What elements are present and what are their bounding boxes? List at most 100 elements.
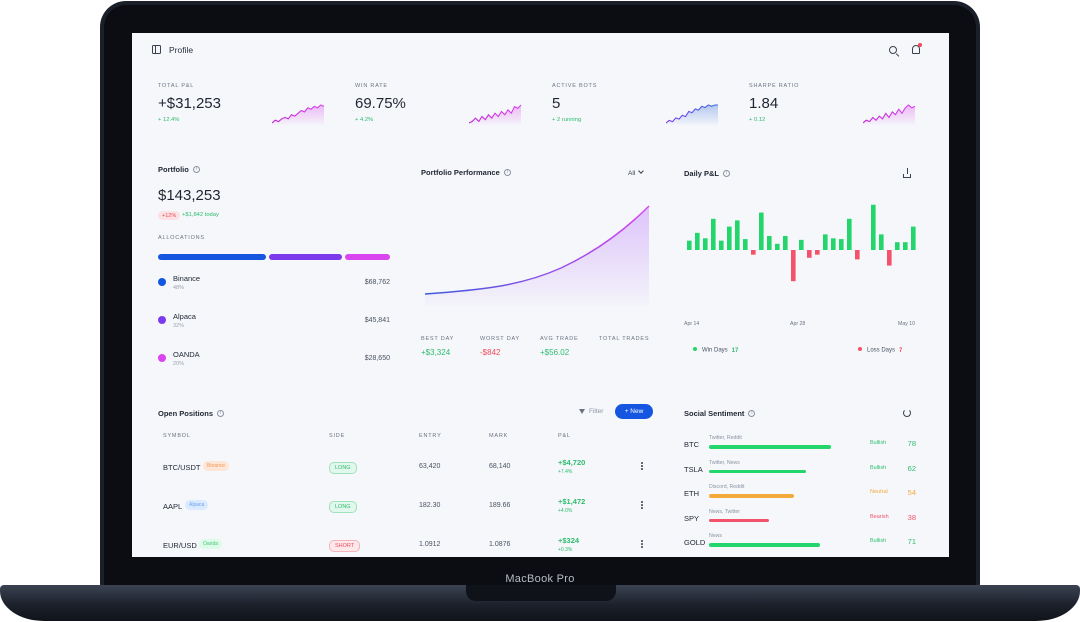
pnl-bar[interactable] <box>815 250 820 255</box>
pnl-bar[interactable] <box>727 226 732 250</box>
portfolio-value: $143,253 <box>158 187 221 204</box>
pnl-bar[interactable] <box>783 235 788 250</box>
venue-item[interactable]: Binance 48% $68,762 <box>158 274 390 296</box>
sentiment-item[interactable]: ETH Discord, Reddit Neutral 54 <box>684 484 916 509</box>
venue-name: OANDA <box>173 350 200 359</box>
sentiment-score: 54 <box>907 488 916 497</box>
kpi-sparkline <box>666 104 718 125</box>
info-icon[interactable] <box>503 169 511 176</box>
sentiment-ticker: BTC <box>684 440 699 449</box>
refresh-icon[interactable] <box>903 409 911 417</box>
side-badge: LONG <box>329 501 357 513</box>
download-icon[interactable] <box>903 168 911 178</box>
pnl-bar[interactable] <box>775 243 780 250</box>
pnl-bar[interactable] <box>703 238 708 250</box>
range-select[interactable]: All <box>628 168 645 177</box>
page-title: Profile <box>169 45 194 55</box>
kpi-label: ACTIVE BOTS <box>552 83 598 89</box>
win-dot <box>693 347 697 351</box>
more-options-icon[interactable] <box>641 540 643 549</box>
device-label: MacBook Pro <box>505 573 575 585</box>
allocations-label: ALLOCATIONS <box>158 235 205 241</box>
kpi-delta: + 4.2% <box>355 117 374 123</box>
info-icon[interactable] <box>723 170 731 177</box>
venue-chip: Oanda <box>199 539 223 549</box>
more-options-icon[interactable] <box>641 501 643 510</box>
pnl-bar[interactable] <box>911 226 916 250</box>
sentiment-label: Bearish <box>870 513 889 520</box>
venue-chip: Alpaca <box>185 500 209 510</box>
laptop-notch <box>466 585 616 601</box>
pnl-bar[interactable] <box>871 204 876 250</box>
venue-item[interactable]: OANDA 20% $28,650 <box>158 350 390 372</box>
search-icon[interactable] <box>889 46 897 54</box>
mark-price: 68,140 <box>489 463 511 470</box>
pnl-bar[interactable] <box>735 220 740 250</box>
pnl-bar[interactable] <box>855 250 860 260</box>
position-pnl: +$4,720 <box>558 458 586 467</box>
bell-icon[interactable] <box>912 45 920 54</box>
sparkline-area <box>469 105 521 125</box>
pnl-bar[interactable] <box>743 239 748 250</box>
sidebar-toggle-icon[interactable] <box>152 45 161 54</box>
kpi-delta: + 0.12 <box>749 117 766 123</box>
kpi-value: 69.75% <box>355 95 406 112</box>
legend-win: Win Days 17 <box>693 347 738 354</box>
pnl-bar[interactable] <box>719 240 724 250</box>
position-pnl: +$324 <box>558 536 580 545</box>
venue-item[interactable]: Alpaca 32% $45,841 <box>158 312 390 334</box>
pnl-bar[interactable] <box>791 250 796 282</box>
position-pnl-percent: +7.4% <box>558 469 573 475</box>
entry-price: 182.30 <box>419 502 441 509</box>
sentiment-item[interactable]: BTC Twitter, Reddit Bullish 78 <box>684 435 916 460</box>
sentiment-sources: News <box>709 533 722 539</box>
performance-stat: TOTAL TRADES <box>599 336 649 348</box>
pnl-bar[interactable] <box>839 239 844 250</box>
table-row[interactable]: BTC/USDT Binance LONG 63,420 68,140 +$4,720 +7… <box>152 454 657 488</box>
venue-percent: 48% <box>173 285 185 291</box>
pnl-bar[interactable] <box>751 250 756 255</box>
venue-amount: $45,841 <box>364 317 390 324</box>
info-icon[interactable] <box>748 410 756 417</box>
table-row[interactable]: AAPL Alpaca LONG 182.30 189.66 +$1,472 +4.0% <box>152 493 657 527</box>
performance-area <box>425 206 649 306</box>
pnl-bar[interactable] <box>807 250 812 258</box>
sparkline-line <box>863 104 916 124</box>
sentiment-sources: Twitter, Reddit <box>709 435 742 441</box>
pnl-bar[interactable] <box>711 218 716 250</box>
kpi-card: TOTAL P&L +$31,253 + 12.4% <box>158 83 328 133</box>
kpi-label: WIN RATE <box>355 83 388 89</box>
pnl-bar[interactable] <box>823 234 828 250</box>
pnl-bar[interactable] <box>695 232 700 250</box>
pnl-bar[interactable] <box>879 234 884 250</box>
info-icon[interactable] <box>217 410 225 417</box>
pnl-bar[interactable] <box>887 250 892 266</box>
mark-price: 189.66 <box>489 502 511 509</box>
sentiment-item[interactable]: TSLA Twitter, News Bullish 62 <box>684 460 916 485</box>
pnl-bar[interactable] <box>903 242 908 250</box>
pnl-bar[interactable] <box>847 218 852 250</box>
venue-color-dot <box>158 354 166 362</box>
pnl-bar[interactable] <box>831 238 836 250</box>
sentiment-label: Bullish <box>870 464 887 471</box>
table-row[interactable]: EUR/USD Oanda SHORT 1.0912 1.0876 +$324 +0.3% <box>152 532 657 557</box>
sentiment-score: 78 <box>907 439 916 448</box>
pnl-bar[interactable] <box>799 239 804 250</box>
sentiment-item[interactable]: GOLD News Bullish 71 <box>684 533 916 557</box>
sentiment-item[interactable]: SPY News, Twitter Bearish 38 <box>684 509 916 534</box>
venue-percent: 32% <box>173 323 185 329</box>
more-options-icon[interactable] <box>641 462 643 471</box>
portfolio-heading: Portfolio <box>158 165 200 174</box>
kpi-value: +$31,253 <box>158 95 221 112</box>
pnl-bar[interactable] <box>895 242 900 250</box>
entry-price: 63,420 <box>419 463 441 470</box>
pnl-bar[interactable] <box>767 235 772 250</box>
mark-price: 1.0876 <box>489 541 511 548</box>
pnl-bar[interactable] <box>687 240 692 250</box>
new-position-button[interactable]: + New <box>615 404 653 419</box>
info-icon[interactable] <box>192 166 200 173</box>
sparkline-area <box>863 105 915 125</box>
sentiment-bar <box>709 518 769 522</box>
pnl-bar[interactable] <box>759 212 764 250</box>
filter-button[interactable]: Filter <box>579 408 603 415</box>
